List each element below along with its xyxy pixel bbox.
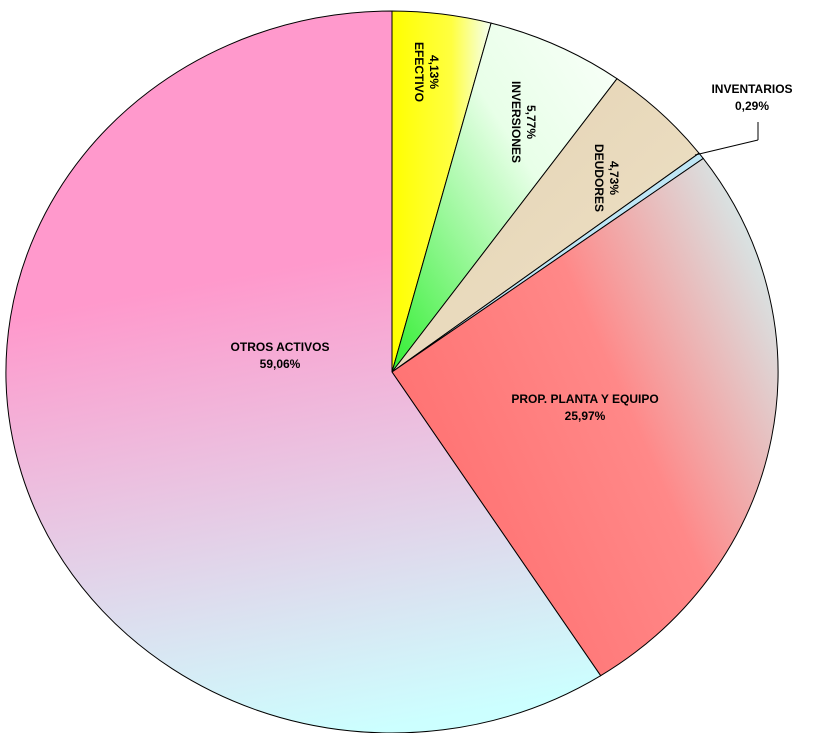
value-label: 5,77% [524, 105, 538, 139]
category-label: INVERSIONES [509, 81, 523, 163]
labels: EFECTIVO 4,13% INVERSIONES 5,77% DEUDORES 4,7… [231, 42, 793, 423]
value-label: 59,06% [260, 357, 301, 371]
pie-slice [391, 22, 618, 373]
slice-label: INVENTARIOS 0,29% [711, 82, 792, 113]
value-label: 25,97% [565, 409, 606, 423]
pie-slice [391, 157, 779, 677]
slice-label: INVERSIONES 5,77% [509, 81, 538, 163]
slice-label: PROP. PLANTA Y EQUIPO 25,97% [511, 392, 658, 423]
slice-label: EFECTIVO 4,13% [412, 42, 441, 102]
category-label: DEUDORES [592, 144, 606, 212]
category-label: INVENTARIOS [711, 82, 792, 96]
category-label: PROP. PLANTA Y EQUIPO [511, 392, 658, 406]
value-label: 4,13% [427, 55, 441, 89]
value-label: 0,29% [735, 99, 769, 113]
pie [5, 10, 779, 733]
value-label: 4,73% [607, 161, 621, 195]
category-label: EFECTIVO [412, 42, 426, 102]
leader-line [694, 139, 759, 156]
category-label: OTROS ACTIVOS [231, 340, 330, 354]
slice-label: OTROS ACTIVOS 59,06% [231, 340, 330, 371]
slice-label: DEUDORES 4,73% [592, 144, 621, 212]
